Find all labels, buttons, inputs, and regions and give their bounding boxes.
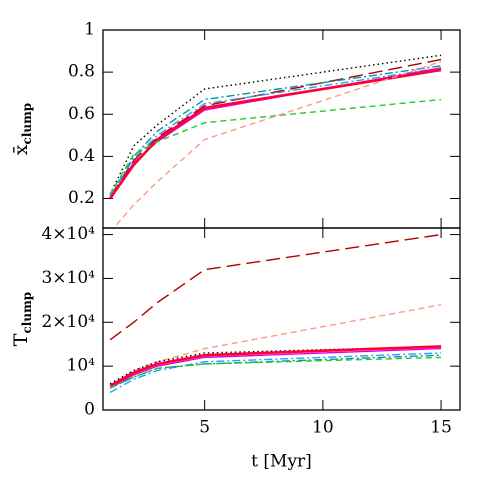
data-line <box>109 68 442 200</box>
data-line <box>109 65 442 197</box>
y-tick-label: 3×10⁴ <box>41 268 95 288</box>
plot-frame <box>102 227 461 411</box>
x-tick-label: 5 <box>199 418 210 438</box>
y-axis-label-main: T <box>10 333 32 346</box>
data-line <box>109 54 442 195</box>
y-axis-label-subscript: clump <box>20 292 34 334</box>
data-line <box>109 354 442 389</box>
y-tick-label: 2×10⁴ <box>41 312 95 332</box>
data-line <box>109 352 442 394</box>
data-line <box>112 60 442 228</box>
data-line <box>109 98 442 195</box>
y-axis-label-subscript: clump <box>20 103 34 145</box>
plot-lines <box>109 54 442 228</box>
plot-frame <box>102 29 461 229</box>
data-line <box>109 304 442 387</box>
y-tick-label: 0.8 <box>68 62 95 82</box>
data-line <box>109 347 442 389</box>
x-tick-label: 15 <box>430 418 452 438</box>
y-tick-label: 10⁴ <box>67 356 96 376</box>
y-tick-label: 1 <box>84 20 95 40</box>
y-tick-label: 0 <box>84 400 95 420</box>
x-axis-label: t [Myr] <box>251 452 312 472</box>
y-axis-label: Tclump <box>10 292 34 346</box>
data-line <box>109 67 442 197</box>
y-axis-label: x̄clump <box>10 103 34 155</box>
data-line <box>109 356 442 389</box>
data-line <box>109 345 442 385</box>
data-line <box>109 233 442 341</box>
y-tick-label: 0.6 <box>68 104 95 124</box>
data-line <box>109 345 442 388</box>
y-axis-label-main: x̄ <box>10 144 32 155</box>
data-line <box>109 58 442 197</box>
x-tick-label: 10 <box>312 418 334 438</box>
y-tick-label: 0.2 <box>68 188 95 208</box>
y-tick-label: 0.4 <box>68 146 95 166</box>
plot-lines <box>109 233 442 394</box>
y-tick-label: 4×10⁴ <box>41 224 95 244</box>
